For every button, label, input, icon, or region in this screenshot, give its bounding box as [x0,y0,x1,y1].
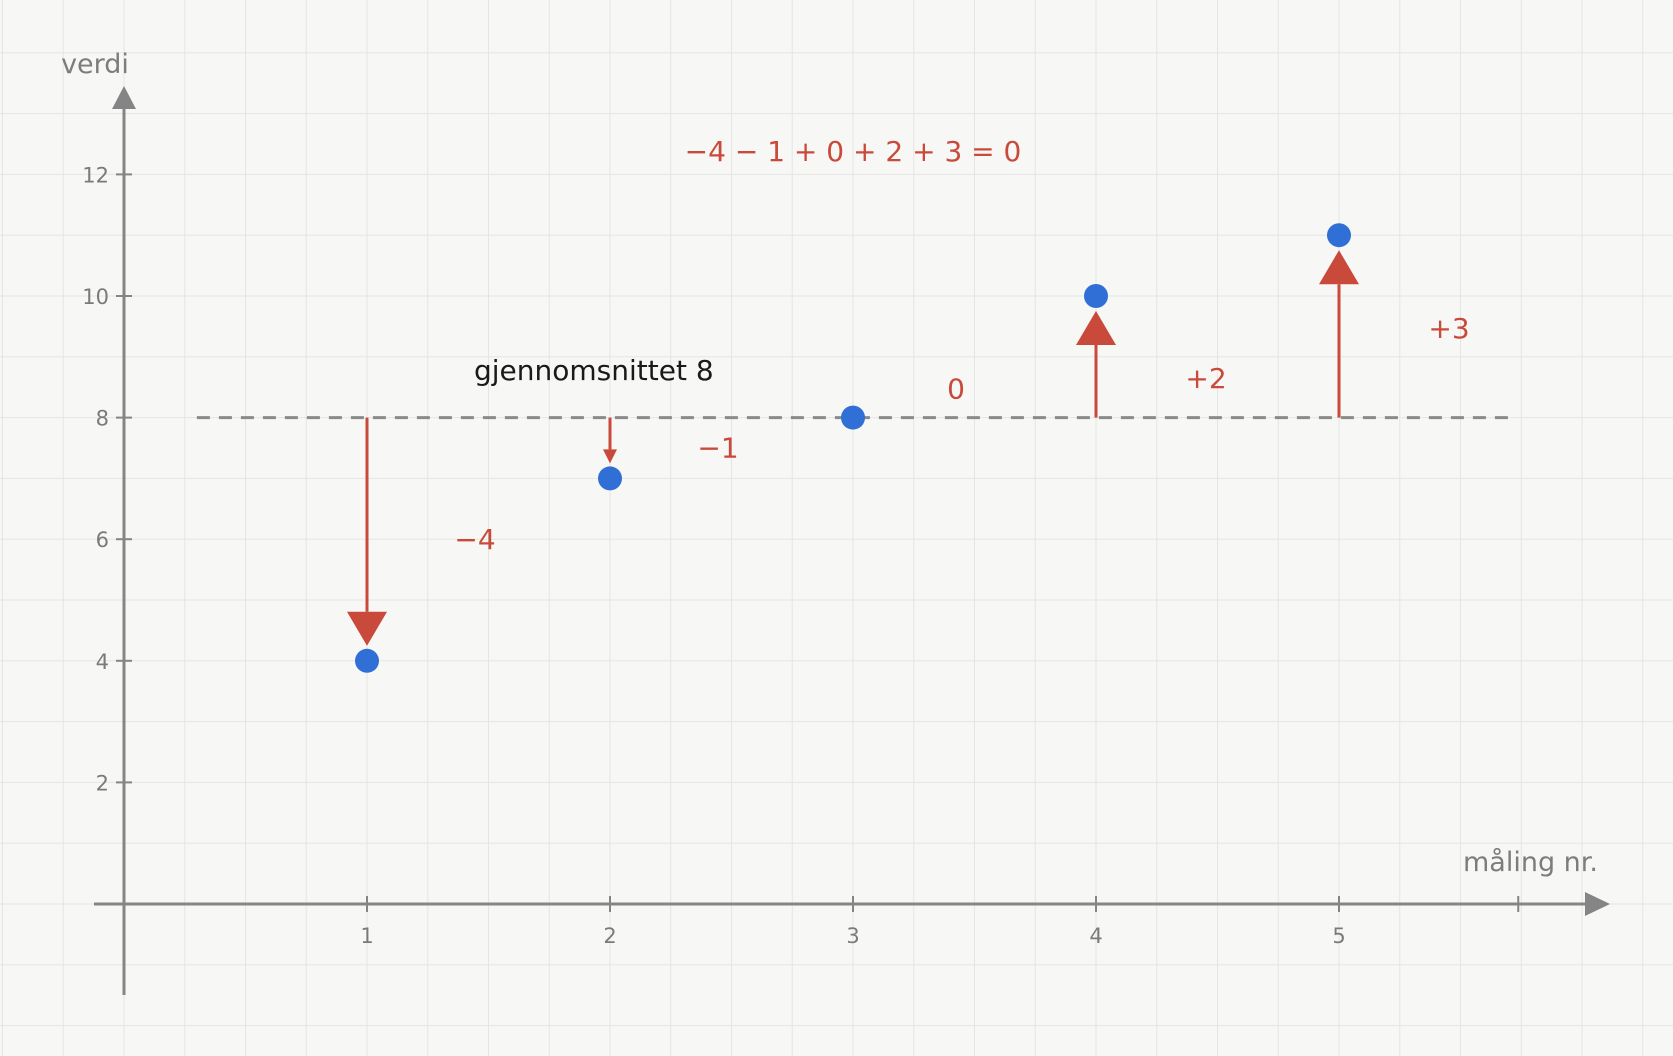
deviation-arrowhead [1319,250,1359,285]
data-point [598,466,622,491]
x-tick-label: 4 [1089,924,1102,948]
deviation-arrowhead [603,449,617,464]
y-tick-label: 8 [96,407,109,431]
deviation-label: −1 [697,432,738,465]
x-tick-label: 5 [1332,924,1345,948]
data-point [841,405,865,430]
deviation-label: +2 [1185,362,1226,395]
x-tick-label: 1 [360,924,373,948]
deviation-label: +3 [1428,312,1469,345]
x-axis-arrowhead [1585,892,1610,916]
y-axis-arrowhead [112,86,136,109]
x-axis-label: måling nr. [1463,847,1598,878]
y-tick-label: 6 [96,528,109,552]
deviation-arrowhead [347,611,387,646]
data-points [355,223,1351,673]
y-tick-label: 12 [82,163,109,187]
mean-label: gjennomsnittet 8 [474,354,714,387]
deviation-label: 0 [947,373,965,406]
sum-annotation: −4 − 1 + 0 + 2 + 3 = 0 [685,135,1022,168]
labels: verdi måling nr. gjennomsnittet 8 −4 − 1… [61,49,1598,878]
deviation-arrows: −4 −1 0 +2 +3 [347,250,1470,646]
y-axis-label: verdi [61,49,129,80]
data-point [355,648,379,673]
data-point [1327,223,1351,248]
y-tick-label: 4 [96,650,109,674]
x-tick-label: 3 [846,924,859,948]
deviation-label: −4 [454,523,495,556]
y-tick-label: 2 [96,771,109,795]
deviation-arrowhead [1076,311,1116,345]
x-tick-label: 2 [603,924,616,948]
y-tick-label: 10 [82,285,109,309]
data-point [1084,284,1108,308]
